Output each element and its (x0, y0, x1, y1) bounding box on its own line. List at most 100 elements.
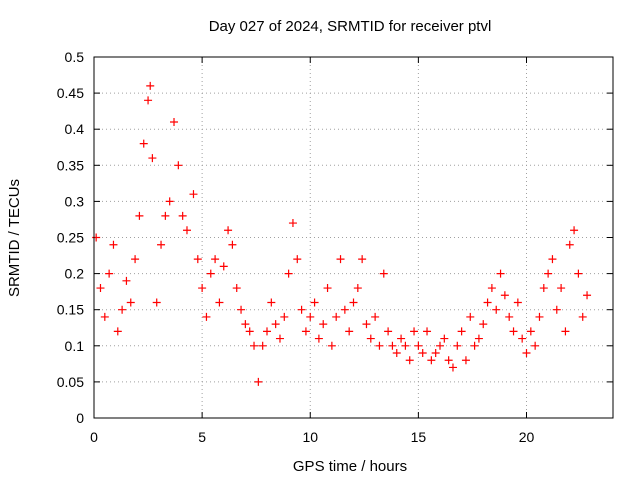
data-point (366, 334, 375, 343)
data-point (178, 211, 187, 220)
data-point (139, 139, 148, 148)
x-tick-label: 15 (411, 429, 427, 445)
data-point (379, 269, 388, 278)
data-point (414, 341, 423, 350)
grid-layer (94, 57, 613, 418)
x-axis-label: GPS time / hours (293, 458, 407, 475)
data-point (384, 327, 393, 336)
data-point (397, 334, 406, 343)
data-point (535, 312, 544, 321)
data-point (349, 298, 358, 307)
data-point (561, 327, 570, 336)
data-point (241, 320, 250, 329)
data-point (405, 356, 414, 365)
y-tick-label: 0.5 (65, 49, 85, 65)
data-point (271, 320, 280, 329)
data-point (254, 377, 263, 386)
data-point (500, 291, 509, 300)
data-point (148, 154, 157, 163)
data-point (96, 284, 105, 293)
data-point (161, 211, 170, 220)
plot-frame (93, 56, 614, 419)
data-point (548, 255, 557, 264)
data-point (431, 349, 440, 358)
data-point (211, 255, 220, 264)
data-point (509, 327, 518, 336)
data-point (310, 298, 319, 307)
data-point (170, 117, 179, 126)
data-point (267, 298, 276, 307)
data-point (100, 312, 109, 321)
y-tick-label: 0.25 (57, 230, 84, 246)
data-point (505, 312, 514, 321)
data-point (444, 356, 453, 365)
data-point (228, 240, 237, 249)
data-point (332, 312, 341, 321)
data-point (174, 161, 183, 170)
data-point (146, 81, 155, 90)
data-point (215, 298, 224, 307)
data-point (202, 312, 211, 321)
x-tick-label: 10 (302, 429, 318, 445)
data-point (526, 327, 535, 336)
data-point (492, 305, 501, 314)
y-tick-label: 0.4 (65, 121, 85, 137)
data-point (152, 298, 161, 307)
data-point (375, 341, 384, 350)
data-point (539, 284, 548, 293)
data-point (392, 349, 401, 358)
data-point (284, 269, 293, 278)
data-point (92, 233, 101, 242)
data-point (552, 305, 561, 314)
data-point (306, 312, 315, 321)
data-point (135, 211, 144, 220)
data-point (474, 334, 483, 343)
data-point (109, 240, 118, 249)
data-point (570, 226, 579, 235)
marker-layer (92, 81, 592, 386)
data-point (165, 197, 174, 206)
x-tick-label: 5 (198, 429, 206, 445)
data-point (436, 341, 444, 350)
data-point (466, 312, 475, 321)
data-point (557, 284, 566, 293)
data-point (122, 276, 131, 285)
data-point (461, 356, 470, 365)
data-point (457, 327, 466, 336)
data-point (578, 312, 587, 321)
data-point (401, 341, 410, 350)
data-point (358, 255, 367, 264)
data-point (245, 327, 254, 336)
data-point (518, 334, 527, 343)
data-point (371, 312, 380, 321)
data-point (297, 305, 306, 314)
data-point (470, 341, 479, 350)
y-tick-label: 0.45 (57, 85, 84, 101)
data-point (583, 291, 592, 300)
y-tick-label: 0.05 (57, 374, 84, 390)
chart-title: Day 027 of 2024, SRMTID for receiver ptv… (209, 18, 492, 35)
data-point (126, 298, 135, 307)
data-point (219, 262, 228, 271)
data-point (565, 240, 574, 249)
y-tick-label: 0 (76, 410, 84, 426)
data-point (250, 341, 259, 350)
data-point (314, 334, 323, 343)
data-point (131, 255, 140, 264)
data-point (340, 305, 349, 314)
data-point (206, 269, 215, 278)
data-point (301, 327, 310, 336)
data-point (496, 269, 505, 278)
data-point (237, 305, 246, 314)
data-point (487, 284, 496, 293)
data-point (258, 341, 267, 350)
data-point (453, 341, 462, 350)
data-point (513, 298, 522, 307)
data-point (448, 363, 457, 372)
data-point (427, 356, 436, 365)
data-point (182, 226, 191, 235)
data-point (353, 284, 362, 293)
data-point (118, 305, 127, 314)
